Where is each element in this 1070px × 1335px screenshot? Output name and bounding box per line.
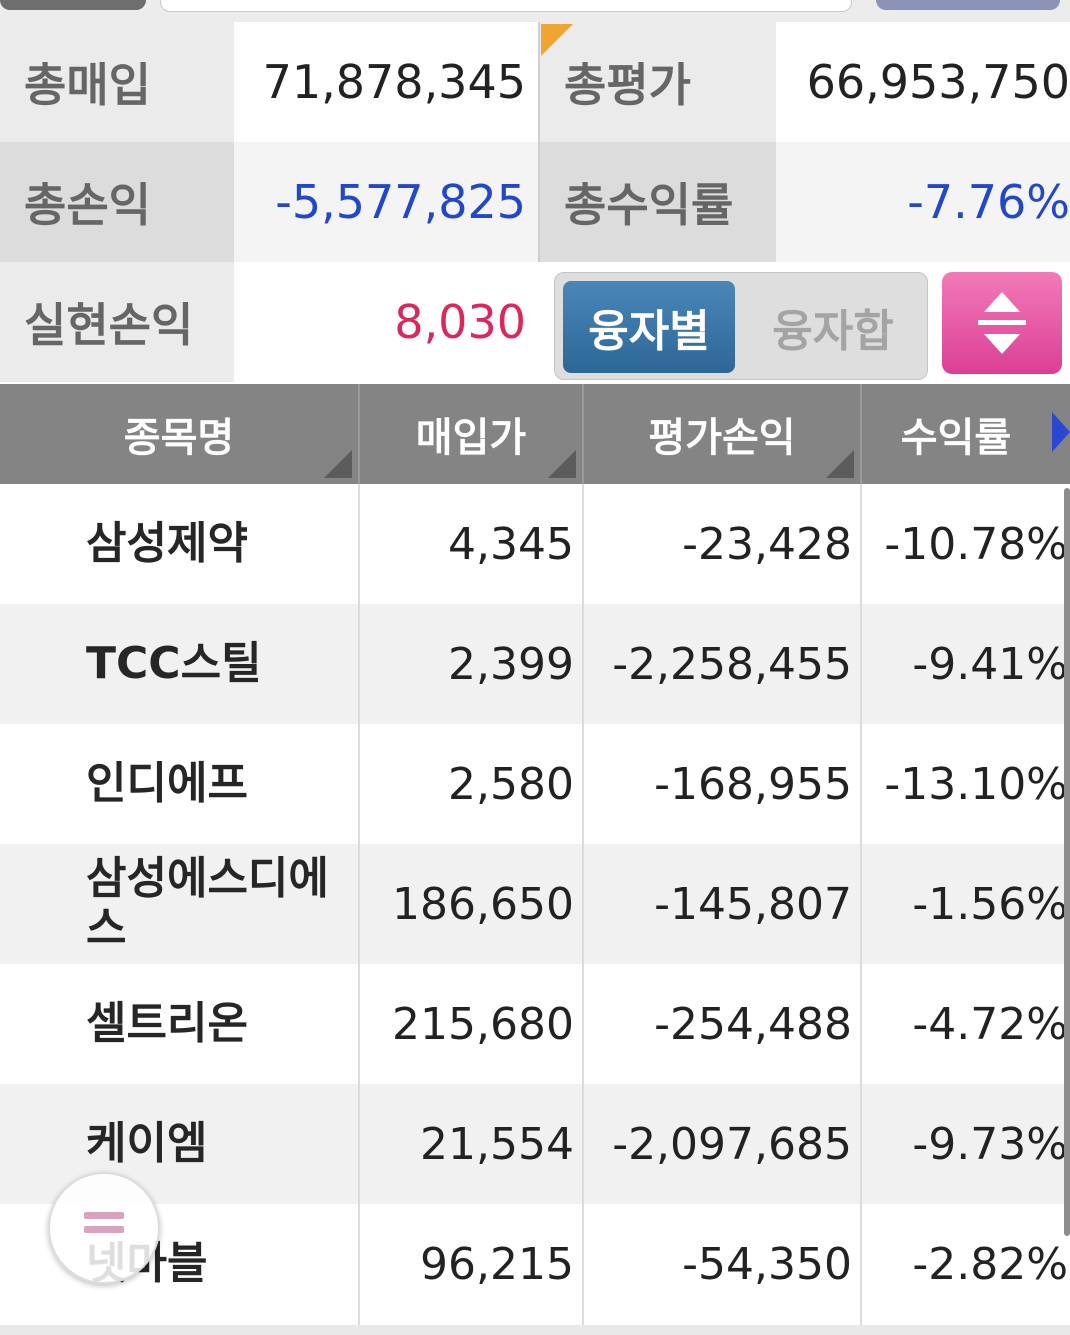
realized-pl-label: 실현손익 bbox=[0, 262, 234, 382]
summary-divider bbox=[538, 22, 540, 262]
realized-pl-value: 8,030 bbox=[234, 262, 538, 382]
sort-corner-icon bbox=[826, 450, 854, 478]
column-header-name[interactable]: 종목명 bbox=[0, 384, 360, 484]
table-row[interactable]: 인디에프 2,580 -168,955 -13.10% bbox=[0, 724, 1070, 844]
table-row[interactable]: 케이엠 21,554 -2,097,685 -9.73% bbox=[0, 1084, 1070, 1204]
corner-flag-icon bbox=[541, 24, 573, 56]
eval-pl: -2,097,685 bbox=[612, 1118, 852, 1170]
return-rate: -9.41% bbox=[912, 638, 1068, 690]
stock-name: TCC스틸 bbox=[86, 638, 262, 689]
column-header-pl-label: 평가손익 bbox=[648, 415, 796, 461]
return-rate: -10.78% bbox=[884, 518, 1068, 570]
total-eval-value: 66,953,750 bbox=[776, 22, 1070, 142]
column-divider bbox=[860, 484, 862, 1335]
return-rate: -4.72% bbox=[912, 998, 1068, 1050]
sort-corner-icon bbox=[324, 450, 352, 478]
column-header-pl[interactable]: 평가손익 bbox=[584, 384, 862, 484]
eval-pl: -2,258,455 bbox=[612, 638, 852, 690]
column-header-price[interactable]: 매입가 bbox=[360, 384, 584, 484]
purchase-price: 215,680 bbox=[392, 998, 574, 1050]
total-purchase-label: 총매입 bbox=[0, 22, 234, 142]
sort-up-down-icon bbox=[978, 292, 1026, 354]
total-pl-label: 총손익 bbox=[0, 142, 234, 262]
sort-corner-icon bbox=[548, 450, 576, 478]
stock-name: 삼성에스디에스 bbox=[86, 853, 329, 954]
return-rate: -13.10% bbox=[884, 758, 1068, 810]
toolbar-left-button[interactable] bbox=[0, 0, 146, 10]
eval-pl: -254,488 bbox=[654, 998, 852, 1050]
top-toolbar bbox=[0, 0, 1070, 22]
table-row[interactable]: 넷마블 96,215 -54,350 -2.82% bbox=[0, 1204, 1070, 1324]
column-header-name-label: 종목명 bbox=[123, 415, 235, 461]
tab-by-loan[interactable]: 융자별 bbox=[563, 281, 735, 373]
menu-icon bbox=[84, 1212, 124, 1233]
loan-toggle: 융자별 융자합 bbox=[554, 272, 928, 380]
purchase-price: 21,554 bbox=[420, 1118, 574, 1170]
purchase-price: 2,580 bbox=[448, 758, 574, 810]
column-header-price-label: 매입가 bbox=[415, 415, 527, 461]
stock-name: 케이엠 bbox=[86, 1118, 208, 1169]
column-header-rate[interactable]: 수익률 bbox=[862, 384, 1070, 484]
return-rate: -2.82% bbox=[912, 1238, 1068, 1290]
total-return-label: 총수익률 bbox=[540, 142, 776, 262]
stock-name: 인디에프 bbox=[86, 758, 248, 809]
stock-name: 셀트리온 bbox=[86, 998, 248, 1049]
floating-menu-button[interactable] bbox=[48, 1172, 160, 1284]
eval-pl: -23,428 bbox=[682, 518, 852, 570]
total-purchase-value: 71,878,345 bbox=[234, 22, 538, 142]
eval-pl: -168,955 bbox=[654, 758, 852, 810]
total-pl-value: -5,577,825 bbox=[234, 142, 538, 262]
eval-pl: -145,807 bbox=[654, 878, 852, 930]
vertical-scrollbar[interactable] bbox=[1064, 488, 1070, 1236]
table-row[interactable]: 삼성제약 4,345 -23,428 -10.78% bbox=[0, 484, 1070, 604]
purchase-price: 2,399 bbox=[448, 638, 574, 690]
table-bottom-edge bbox=[0, 1325, 1070, 1335]
table-row[interactable]: 셀트리온 215,680 -254,488 -4.72% bbox=[0, 964, 1070, 1084]
total-eval-label: 총평가 bbox=[540, 22, 776, 142]
arrow-right-icon[interactable] bbox=[1052, 412, 1070, 452]
table-header: 종목명 매입가 평가손익 수익률 bbox=[0, 384, 1070, 484]
sort-toggle-button[interactable] bbox=[942, 272, 1062, 374]
column-divider bbox=[582, 484, 584, 1335]
toolbar-right-button[interactable] bbox=[876, 0, 1060, 10]
stock-name: 삼성제약 bbox=[86, 518, 248, 569]
total-return-value: -7.76% bbox=[776, 142, 1070, 262]
table-row[interactable]: 삼성에스디에스 186,650 -145,807 -1.56% bbox=[0, 844, 1070, 964]
eval-pl: -54,350 bbox=[682, 1238, 852, 1290]
account-select-field[interactable] bbox=[160, 0, 852, 12]
return-rate: -9.73% bbox=[912, 1118, 1068, 1170]
account-summary: 총매입 71,878,345 총평가 66,953,750 총손익 -5,577… bbox=[0, 22, 1070, 382]
purchase-price: 96,215 bbox=[420, 1238, 574, 1290]
column-divider bbox=[358, 484, 360, 1335]
table-row[interactable]: TCC스틸 2,399 -2,258,455 -9.41% bbox=[0, 604, 1070, 724]
return-rate: -1.56% bbox=[912, 878, 1068, 930]
purchase-price: 4,345 bbox=[448, 518, 574, 570]
tab-loan-sum[interactable]: 융자합 bbox=[772, 306, 894, 357]
purchase-price: 186,650 bbox=[392, 878, 574, 930]
column-header-rate-label: 수익률 bbox=[900, 415, 1012, 461]
